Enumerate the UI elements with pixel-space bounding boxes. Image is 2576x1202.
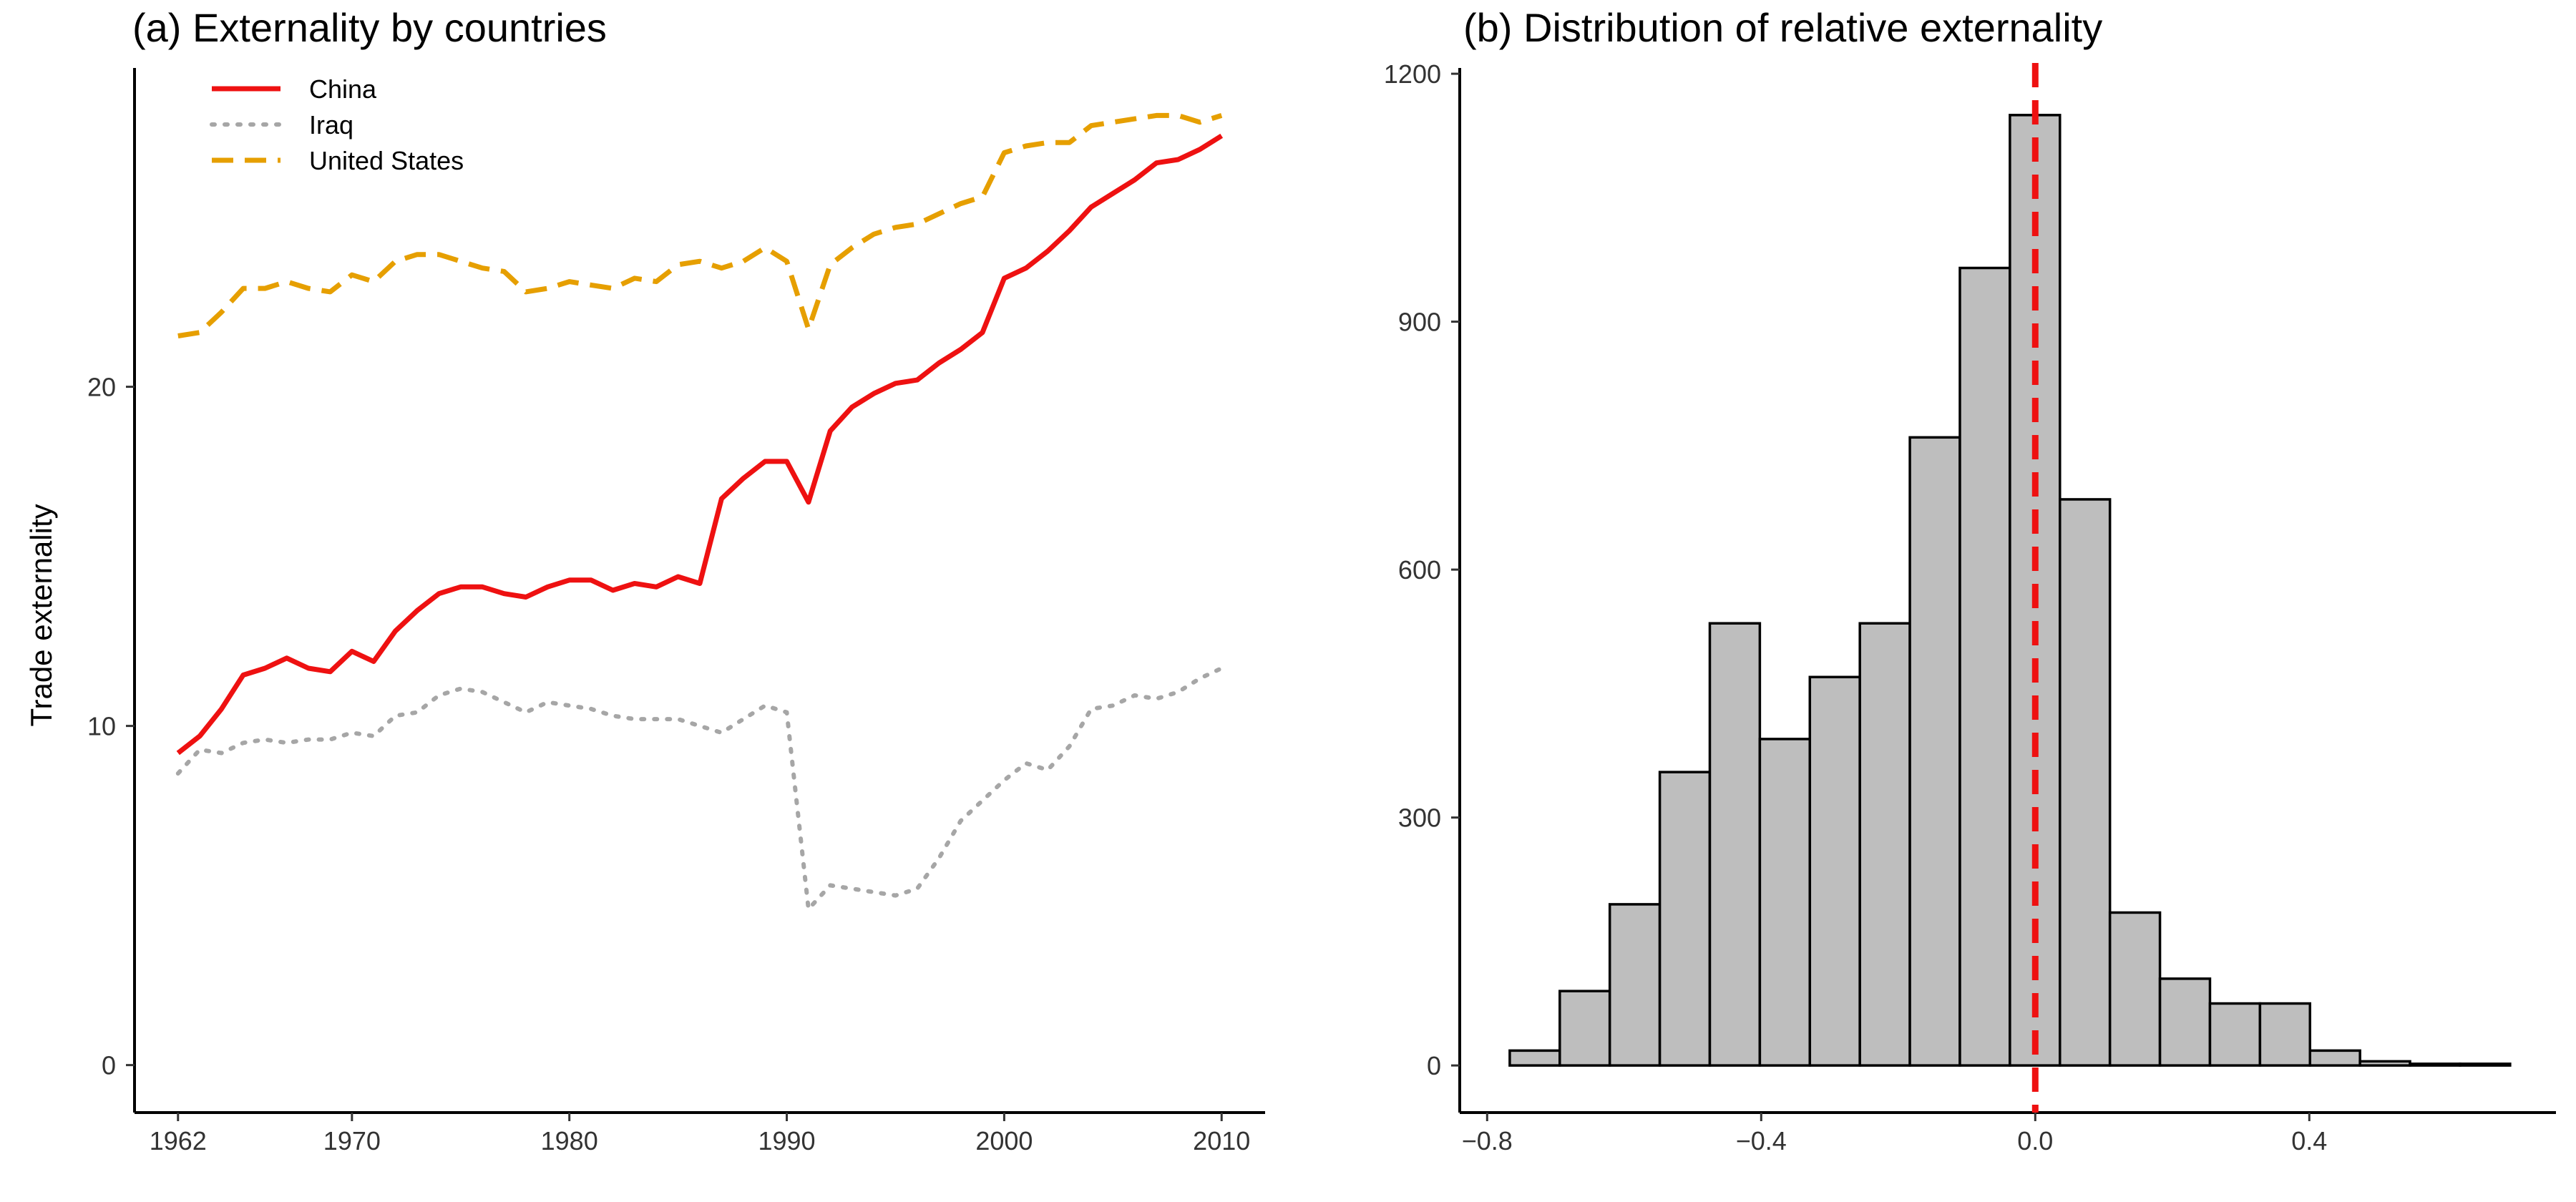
panel-b-ticks: 0 300 600 900 1200 −0.8 −0.4 0.0 0.4 [1384,59,2327,1155]
legend-label: China [309,74,377,104]
panel-a-ticks: 0 10 20 1962 1970 1980 1990 2000 2010 [87,373,1250,1155]
y-tick-label: 0 [102,1051,116,1080]
x-tick-label: 2000 [975,1126,1033,1155]
y-tick-label: 600 [1398,555,1441,585]
series-line-china [176,133,1224,756]
y-tick-label: 1200 [1384,59,1441,89]
x-tick-label: 0.0 [2017,1126,2053,1155]
y-tick-label: 300 [1398,803,1441,833]
histogram-bar [2258,1002,2312,1067]
histogram-bar [2208,1002,2262,1067]
y-tick-label: 0 [1427,1051,1441,1080]
histogram-bar [1708,622,1762,1067]
histogram-bar [1908,436,1961,1067]
x-tick-label: 1990 [758,1126,815,1155]
x-tick-label: −0.8 [1462,1126,1513,1155]
histogram-bar [1508,1049,1561,1067]
series-line-iraq [175,666,1224,912]
panel-b-title: (b) Distribution of relative externality [1463,5,2102,50]
x-tick-label: 1962 [150,1126,207,1155]
y-tick-label: 10 [87,712,116,741]
panel-a-series [175,112,1224,912]
x-tick-label: 1980 [541,1126,598,1155]
panel-a-legend: China Iraq United States [210,74,464,175]
y-tick-label: 900 [1398,308,1441,337]
x-tick-label: 2010 [1193,1126,1250,1155]
histogram-bar [2158,977,2212,1067]
histogram-bar [2108,911,2162,1067]
y-tick-label: 20 [87,373,116,402]
legend-label: United States [309,146,464,175]
histogram-bar [1758,738,1812,1067]
histogram-bar [1658,771,1712,1067]
legend-label: Iraq [309,110,353,140]
x-tick-label: −0.4 [1736,1126,1787,1155]
x-tick-label: 1970 [323,1126,381,1155]
histogram-bar [1558,990,1611,1067]
histogram-bar [2308,1049,2361,1067]
histogram-bar [2459,1062,2512,1067]
histogram-bar [2409,1062,2462,1067]
panel-b-bars [1508,114,2512,1067]
histogram-bar [1608,903,1662,1067]
x-tick-label: 0.4 [2291,1126,2327,1155]
histogram-bar [2358,1060,2411,1067]
series-line-united-states [177,112,1223,338]
panel-b-histogram: (b) Distribution of relative externality… [1384,5,2556,1155]
histogram-bar [1858,622,1911,1067]
panel-a-y-axis-label: Trade externality [24,504,58,726]
panel-a-line-chart: (a) Externality by countries Trade exter… [24,5,1265,1155]
histogram-bar [2059,498,2112,1067]
histogram-bar [1808,675,1861,1067]
panel-a-title: (a) Externality by countries [132,5,607,50]
histogram-bar [1958,266,2011,1067]
